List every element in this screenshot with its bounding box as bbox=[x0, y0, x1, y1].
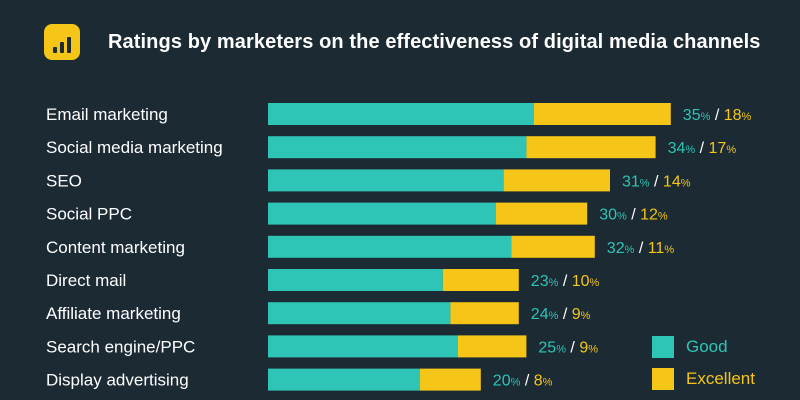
data-label-excellent-unit: % bbox=[543, 377, 553, 389]
data-label-excellent: 9 bbox=[572, 306, 581, 323]
bar-good bbox=[268, 103, 534, 125]
data-label-good-unit: % bbox=[701, 111, 711, 123]
bar-excellent bbox=[496, 202, 588, 225]
bar-good bbox=[268, 136, 527, 159]
category-label: Direct mail bbox=[46, 271, 126, 290]
category-label: SEO bbox=[46, 171, 82, 190]
data-label: 23% / 10% bbox=[531, 273, 600, 290]
data-label-separator: / bbox=[634, 240, 647, 257]
data-label-excellent-unit: % bbox=[658, 211, 668, 223]
data-label: 20% / 8% bbox=[493, 373, 553, 390]
data-label-good: 31 bbox=[622, 173, 640, 190]
data-label-separator: / bbox=[566, 339, 579, 356]
data-label-good-unit: % bbox=[549, 310, 559, 322]
data-label-excellent: 12 bbox=[640, 207, 658, 224]
bar-excellent bbox=[503, 169, 610, 192]
data-label-good-unit: % bbox=[556, 343, 566, 355]
data-label-separator: / bbox=[520, 373, 533, 390]
bar-excellent bbox=[442, 269, 519, 291]
legend-item-excellent: Excellent bbox=[652, 368, 755, 390]
data-label-good-unit: % bbox=[685, 144, 695, 156]
chart-legend: Good Excellent bbox=[652, 336, 755, 400]
category-label: Search engine/PPC bbox=[46, 337, 195, 356]
legend-swatch-excellent bbox=[652, 368, 674, 390]
legend-swatch-good bbox=[652, 336, 674, 358]
data-label-good-unit: % bbox=[617, 211, 627, 223]
bar-good bbox=[268, 269, 443, 291]
data-label-excellent-unit: % bbox=[664, 244, 674, 256]
data-label: 31% / 14% bbox=[622, 173, 691, 190]
bar-good bbox=[268, 169, 504, 192]
bar-good bbox=[268, 335, 458, 358]
data-label-good: 23 bbox=[531, 273, 549, 290]
bar-good bbox=[268, 302, 451, 325]
data-label-separator: / bbox=[627, 207, 640, 224]
bar-excellent bbox=[458, 335, 527, 358]
bar-good bbox=[268, 235, 512, 258]
category-label: Email marketing bbox=[46, 105, 168, 124]
bar-excellent bbox=[420, 368, 481, 391]
data-label-good-unit: % bbox=[640, 177, 650, 189]
data-label-excellent-unit: % bbox=[581, 310, 591, 322]
data-label-excellent: 8 bbox=[534, 373, 543, 390]
data-label-excellent: 14 bbox=[663, 173, 681, 190]
data-label: 32% / 11% bbox=[607, 240, 675, 257]
data-label-excellent: 11 bbox=[648, 240, 665, 257]
data-label-separator: / bbox=[650, 173, 663, 190]
data-label-excellent-unit: % bbox=[588, 343, 598, 355]
bar-excellent bbox=[534, 103, 671, 125]
bar-chart-icon bbox=[44, 24, 80, 60]
data-label-excellent: 18 bbox=[724, 107, 742, 124]
bar-excellent bbox=[450, 302, 519, 325]
data-label-good-unit: % bbox=[625, 244, 635, 256]
data-label-good: 35 bbox=[683, 107, 701, 124]
category-label: Social PPC bbox=[46, 205, 132, 224]
data-label-good: 25 bbox=[538, 339, 556, 356]
chart-title: Ratings by marketers on the effectivenes… bbox=[108, 30, 761, 53]
bar-good bbox=[268, 202, 496, 225]
data-label-good-unit: % bbox=[549, 277, 559, 289]
data-label-good: 34 bbox=[668, 140, 686, 157]
bar-good bbox=[268, 368, 420, 391]
category-label: Display advertising bbox=[46, 371, 189, 390]
legend-item-good: Good bbox=[652, 336, 755, 358]
data-label-excellent: 17 bbox=[709, 140, 727, 157]
data-label-excellent: 10 bbox=[572, 273, 590, 290]
data-label-excellent: 9 bbox=[579, 339, 588, 356]
data-label-good: 20 bbox=[493, 373, 511, 390]
data-label-good-unit: % bbox=[511, 377, 521, 389]
data-label-excellent-unit: % bbox=[590, 277, 600, 289]
data-label-excellent-unit: % bbox=[742, 111, 752, 123]
data-label-excellent-unit: % bbox=[681, 177, 691, 189]
data-label: 30% / 12% bbox=[599, 207, 668, 224]
legend-label-excellent: Excellent bbox=[686, 369, 755, 388]
data-label-good: 24 bbox=[531, 306, 549, 323]
data-label: 25% / 9% bbox=[538, 339, 598, 356]
legend-label-good: Good bbox=[686, 337, 728, 356]
data-label: 24% / 9% bbox=[531, 306, 591, 323]
data-label-separator: / bbox=[558, 306, 571, 323]
data-label-separator: / bbox=[558, 273, 571, 290]
category-label: Affiliate marketing bbox=[46, 304, 181, 323]
data-label-good: 32 bbox=[607, 240, 625, 257]
category-label: Content marketing bbox=[46, 238, 185, 257]
data-label-excellent-unit: % bbox=[726, 144, 736, 156]
data-label-good: 30 bbox=[599, 207, 617, 224]
bar-excellent bbox=[511, 235, 595, 258]
category-label: Social media marketing bbox=[46, 138, 223, 157]
data-label: 35% / 18% bbox=[683, 107, 752, 124]
data-label-separator: / bbox=[710, 107, 723, 124]
data-label-separator: / bbox=[695, 140, 708, 157]
data-label: 34% / 17% bbox=[668, 140, 737, 157]
bar-excellent bbox=[526, 136, 656, 159]
chart-header: Ratings by marketers on the effectivenes… bbox=[44, 22, 760, 62]
